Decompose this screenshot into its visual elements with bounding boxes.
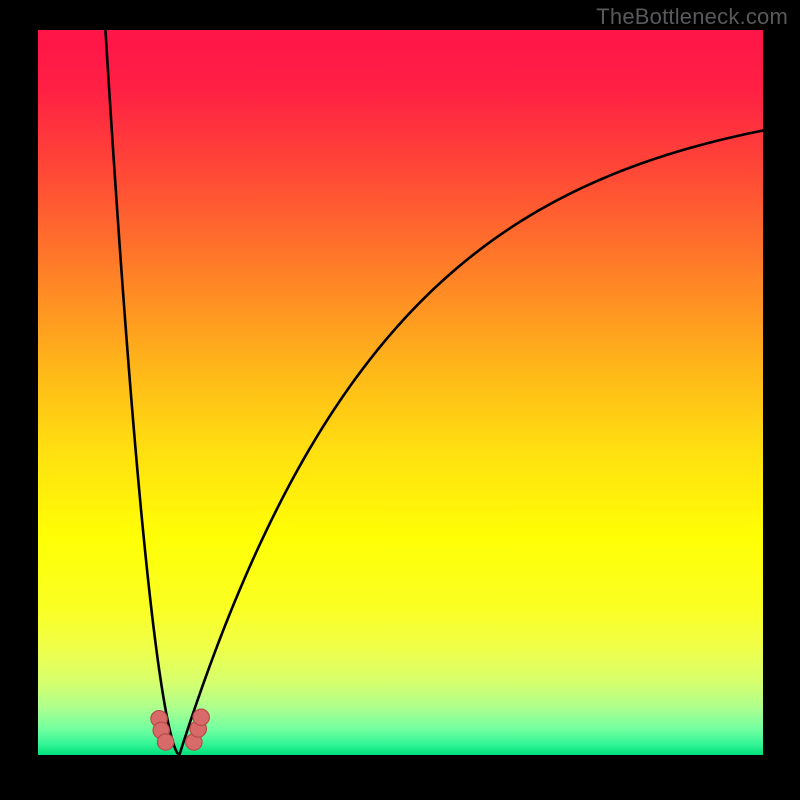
gradient-background (38, 30, 763, 755)
data-marker (193, 709, 209, 725)
data-marker (157, 734, 173, 750)
plot-svg (38, 30, 763, 755)
plot-area (38, 30, 763, 755)
watermark-label: TheBottleneck.com (596, 4, 788, 30)
chart-stage: TheBottleneck.com (0, 0, 800, 800)
